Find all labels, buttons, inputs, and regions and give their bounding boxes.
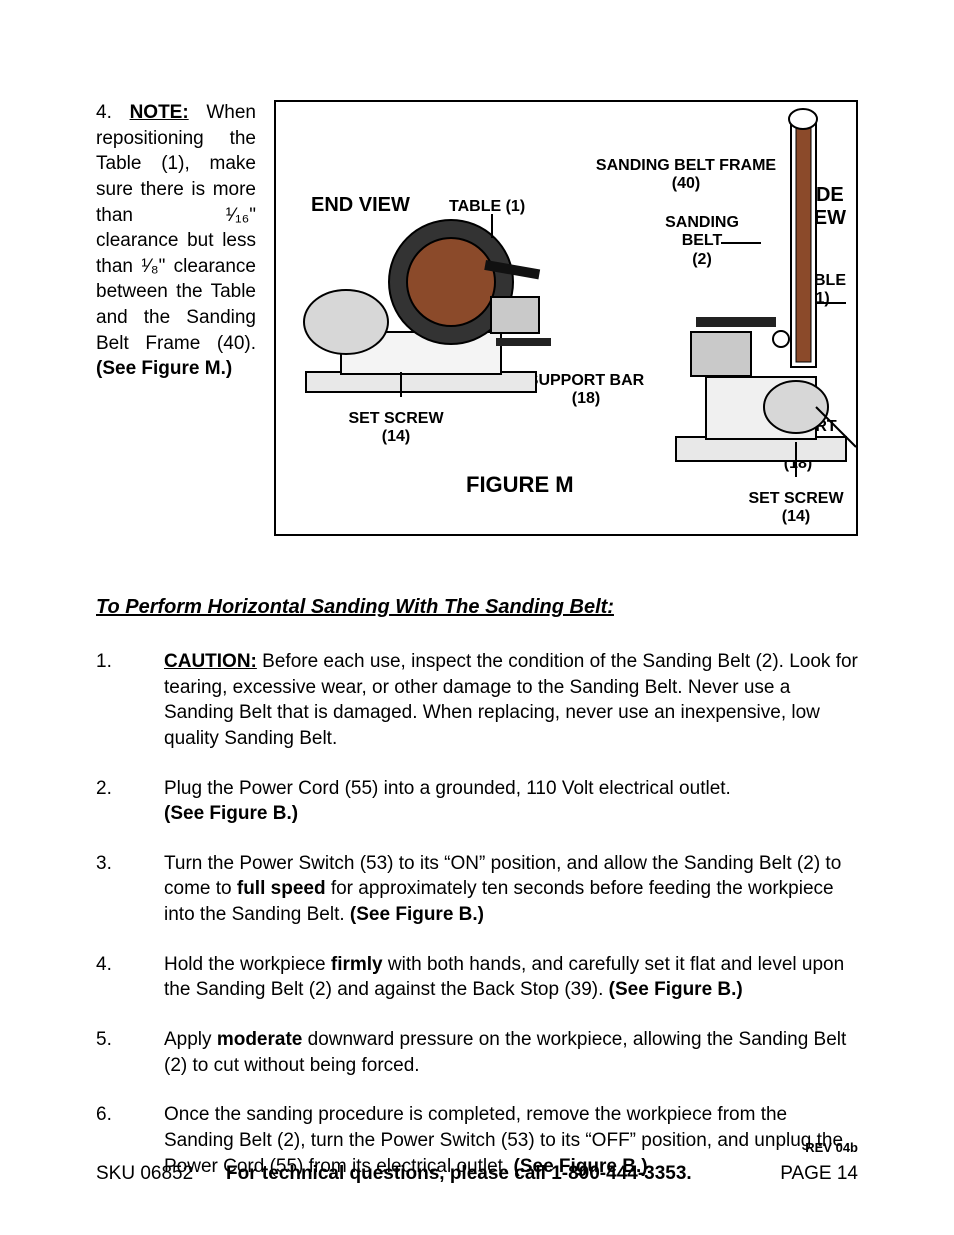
note-number: 4. <box>96 102 112 123</box>
steps-list: 1. CAUTION: Before each use, inspect the… <box>96 649 858 1179</box>
step-2: 2. Plug the Power Cord (55) into a groun… <box>96 776 858 827</box>
footer-page: PAGE 14 <box>748 1161 858 1187</box>
footer-sku: SKU 06852 <box>96 1161 226 1187</box>
step-body: Plug the Power Cord (55) into a grounded… <box>164 776 858 827</box>
step-bold: firmly <box>331 954 383 975</box>
step-number: 4. <box>96 952 164 1003</box>
step-number: 5. <box>96 1027 164 1078</box>
note-frac-3: ¹⁄₈ <box>141 256 158 277</box>
step-number: 3. <box>96 851 164 928</box>
label-set-screw-left: SET SCREW (14) <box>336 410 456 447</box>
note-label: NOTE: <box>130 102 189 123</box>
leader-line <box>721 242 761 244</box>
step-body: CAUTION: Before each use, inspect the co… <box>164 649 858 752</box>
note-column: 4. NOTE: When repositioning the Table (1… <box>96 100 256 536</box>
manual-page: 4. NOTE: When repositioning the Table (1… <box>0 0 954 1235</box>
step-bold: moderate <box>217 1029 303 1050</box>
step-3: 3. Turn the Power Switch (53) to its “ON… <box>96 851 858 928</box>
step-5: 5. Apply moderate downward pressure on t… <box>96 1027 858 1078</box>
step-text: Plug the Power Cord (55) into a grounded… <box>164 778 731 799</box>
step-bold: full speed <box>237 878 326 899</box>
step-1: 1. CAUTION: Before each use, inspect the… <box>96 649 858 752</box>
section-title: To Perform Horizontal Sanding With The S… <box>96 594 858 621</box>
revision-label: REV 04b <box>805 1139 858 1157</box>
step-pre: Hold the workpiece <box>164 954 331 975</box>
footer-tech: For technical questions, please call 1-8… <box>226 1161 748 1187</box>
note-see-figure: (See Figure M.) <box>96 358 232 379</box>
step-body: Turn the Power Switch (53) to its “ON” p… <box>164 851 858 928</box>
leader-line <box>491 214 493 238</box>
end-view-icon <box>286 202 556 412</box>
step-body: Apply moderate downward pressure on the … <box>164 1027 858 1078</box>
step-pre: Apply <box>164 1029 217 1050</box>
step-4: 4. Hold the workpiece firmly with both h… <box>96 952 858 1003</box>
figure-ref: (See Figure B.) <box>164 803 298 824</box>
step-text: Before each use, inspect the condition o… <box>164 651 858 749</box>
figure-title: FIGURE M <box>466 472 574 497</box>
label-set-screw-right: SET SCREW (14) <box>736 490 856 527</box>
side-view-icon <box>646 107 876 487</box>
step-number: 1. <box>96 649 164 752</box>
caution-label: CAUTION: <box>164 651 257 672</box>
step-body: Hold the workpiece firmly with both hand… <box>164 952 858 1003</box>
figure-ref: (See Figure B.) <box>609 979 743 1000</box>
figure-m-box: END VIEW SIDE VIEW SANDING BELT FRAME (4… <box>274 100 858 536</box>
note-frac-1: ¹⁄₁₆ <box>226 205 250 226</box>
leader-line <box>816 302 846 304</box>
figure-ref: (See Figure B.) <box>350 904 484 925</box>
step-number: 2. <box>96 776 164 827</box>
page-footer: SKU 06852 For technical questions, pleas… <box>96 1161 858 1187</box>
top-row: 4. NOTE: When repositioning the Table (1… <box>96 100 858 536</box>
